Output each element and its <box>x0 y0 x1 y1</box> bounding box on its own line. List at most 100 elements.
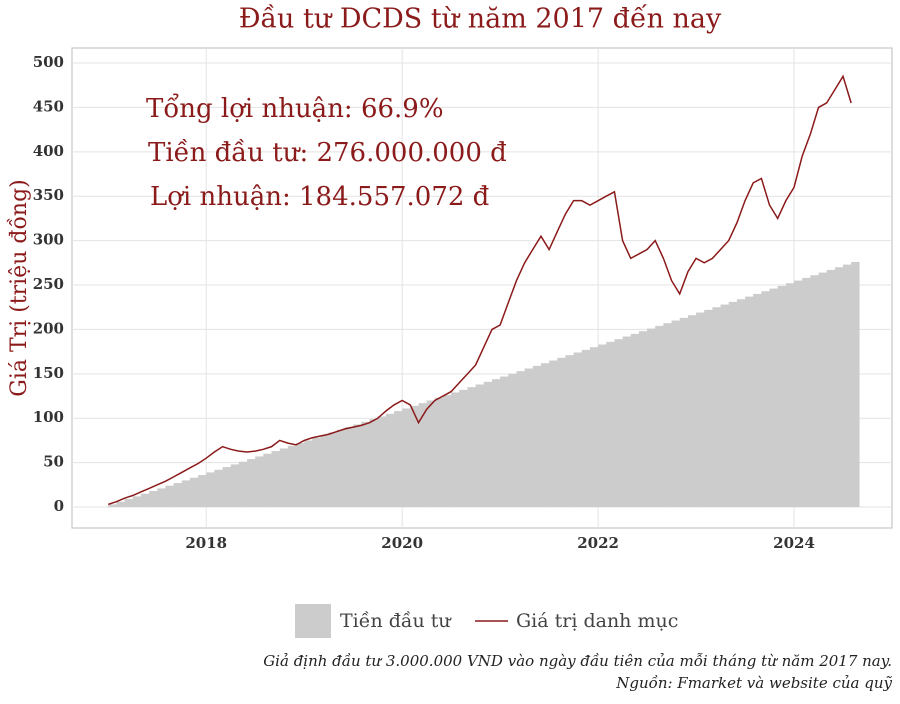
plot-area: 0 50 100 150 200 250 300 350 400 450 500 2018 2020 20… <box>33 47 893 552</box>
area-step <box>794 280 803 508</box>
area-step <box>410 405 419 508</box>
area-step <box>124 499 134 508</box>
area-step <box>140 493 150 508</box>
area-step <box>687 315 697 508</box>
area-step <box>785 283 795 508</box>
x-tick-label: 2020 <box>381 534 423 552</box>
area-step <box>761 291 770 508</box>
area-step <box>189 477 199 508</box>
area-step <box>214 469 223 508</box>
y-axis-label: Giá Trị (triệu đồng) <box>6 179 32 396</box>
area-step <box>565 355 574 508</box>
area-step <box>826 269 836 508</box>
area-step <box>369 419 378 508</box>
area-step <box>712 307 721 508</box>
area-step <box>818 272 827 508</box>
y-tick-label: 400 <box>33 142 64 160</box>
area-step <box>181 480 191 508</box>
area-step <box>638 331 648 508</box>
area-step <box>459 389 468 508</box>
area-step <box>671 320 681 508</box>
y-tick-label: 200 <box>33 319 64 337</box>
annotation: Tổng lợi nhuận: 66.9% <box>146 93 444 124</box>
y-tick-label: 50 <box>43 453 64 471</box>
caption: Nguồn: Fmarket và website của quỹ <box>615 674 892 692</box>
area-step <box>385 413 395 508</box>
area-step <box>549 360 558 508</box>
area-step <box>296 443 305 508</box>
area-step <box>198 475 207 508</box>
y-tick-label: 500 <box>33 53 64 71</box>
annotation: Tiền đầu tư: 276.000.000 đ <box>148 138 507 168</box>
area-step <box>614 339 623 508</box>
area-step <box>524 368 534 508</box>
area-step <box>491 379 501 508</box>
area-step <box>630 333 640 508</box>
area-step <box>745 296 754 508</box>
area-step <box>475 384 485 508</box>
area-step <box>116 501 125 508</box>
area-step <box>704 309 713 508</box>
area-step <box>777 285 787 508</box>
area-step <box>532 365 542 508</box>
area-step <box>132 496 142 508</box>
area-step <box>173 483 183 508</box>
area-step <box>696 312 705 508</box>
area-step <box>500 376 509 508</box>
area-step <box>271 451 280 508</box>
x-tick-label: 2022 <box>577 534 619 552</box>
area-step <box>443 395 452 508</box>
area-step <box>573 352 583 508</box>
chart-title: Đầu tư DCDS từ năm 2017 đến nay <box>239 4 722 35</box>
area-step <box>255 456 264 508</box>
area-step <box>736 299 746 508</box>
y-tick-label: 300 <box>33 231 64 249</box>
area-step <box>516 371 525 508</box>
area-step <box>753 293 762 508</box>
portfolio-line <box>108 74 852 506</box>
area-step <box>230 464 240 508</box>
area-step <box>606 341 615 508</box>
area-step <box>165 485 174 508</box>
x-tick-label: 2024 <box>773 534 815 552</box>
legend-label: Tiền đầu tư <box>340 610 452 632</box>
area-step <box>320 435 329 508</box>
area-step <box>263 453 272 508</box>
area-step <box>377 416 387 508</box>
area-step <box>720 304 729 508</box>
legend-swatch <box>295 604 331 638</box>
area-step <box>434 397 444 508</box>
area-step <box>336 429 346 508</box>
y-tick-label: 350 <box>33 186 64 204</box>
area-step <box>222 467 232 508</box>
area-step <box>622 336 632 508</box>
area-step <box>304 440 313 508</box>
area-step <box>157 488 166 508</box>
area-step <box>598 344 607 508</box>
y-tick-label: 100 <box>33 408 64 426</box>
area-step <box>467 387 476 508</box>
area-step <box>418 403 427 508</box>
area-step <box>426 400 436 508</box>
area-step <box>108 504 117 508</box>
area-step <box>728 301 738 508</box>
area-step <box>647 328 656 508</box>
area-step <box>279 448 289 508</box>
area-step <box>353 424 362 508</box>
area-step <box>394 411 403 508</box>
area-step <box>312 437 321 508</box>
y-tick-label: 150 <box>33 364 64 382</box>
area-step <box>589 347 599 508</box>
area-step <box>834 267 844 508</box>
area-step <box>247 459 256 508</box>
area-step <box>557 357 566 508</box>
area-step <box>843 264 852 508</box>
area-step <box>851 261 860 508</box>
area-step <box>328 432 338 508</box>
annotation: Lợi nhuận: 184.557.072 đ <box>150 182 489 212</box>
area-step <box>802 277 811 508</box>
area-step <box>287 445 297 508</box>
legend-label: Giá trị danh mục <box>516 610 678 632</box>
area-step <box>345 427 354 508</box>
area-step <box>655 325 664 508</box>
